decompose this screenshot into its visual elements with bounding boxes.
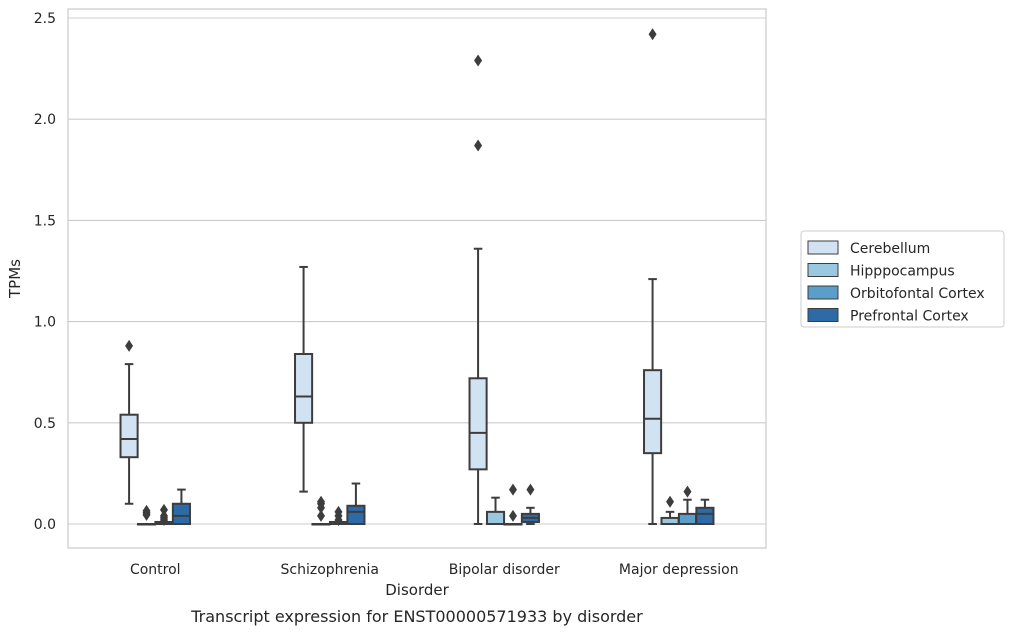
box-orbitofontal-cortex — [154, 503, 174, 526]
legend-entry-label: Prefrontal Cortex — [850, 309, 969, 325]
y-tick-label: 1.0 — [34, 315, 56, 331]
legend-swatch — [807, 240, 839, 255]
outlier-point — [159, 509, 168, 522]
box-orbitofontal-cortex — [503, 483, 523, 526]
box-hipppocampus — [660, 495, 680, 525]
outlier-point — [317, 495, 326, 508]
box-iqr — [695, 506, 715, 526]
box-prefrontal-cortex — [171, 488, 191, 526]
outlier-point — [666, 495, 675, 508]
box-iqr — [677, 512, 698, 526]
box-hipppocampus — [136, 504, 157, 526]
y-tick-label: 2.5 — [34, 11, 56, 27]
legend-entry-label: Orbitofontal Cortex — [850, 286, 985, 302]
box-orbitofontal-cortex — [677, 485, 698, 526]
box-prefrontal-cortex — [695, 498, 715, 526]
y-tick-label: 2.0 — [34, 112, 56, 128]
box-iqr — [346, 504, 366, 525]
outlier-point — [159, 503, 168, 516]
box-prefrontal-cortex — [346, 482, 366, 525]
y-axis-ticks: 0.0 0.5 1.0 1.5 2.0 2.5 — [34, 11, 56, 533]
box-iqr — [171, 502, 191, 526]
legend-entry-label: Hipppocampus — [850, 264, 955, 280]
legend-swatch — [807, 308, 839, 322]
box-iqr — [485, 510, 506, 525]
x-axis-label: Disorder — [385, 581, 449, 599]
outlier-point — [474, 139, 483, 152]
box-cerebellum — [119, 339, 139, 505]
chart-caption: Transcript expression for ENST0000057193… — [190, 607, 643, 626]
box-iqr — [119, 413, 139, 459]
y-tick-label: 0.5 — [34, 416, 56, 432]
outlier-point — [317, 509, 326, 522]
outlier-point — [125, 339, 134, 352]
box-series — [119, 28, 715, 526]
outlier-point — [142, 504, 151, 517]
y-tick-label: 1.5 — [34, 213, 56, 229]
legend-swatch — [807, 285, 839, 300]
box-hipppocampus — [311, 495, 331, 526]
outlier-point — [508, 509, 517, 522]
box-iqr — [294, 352, 314, 424]
box-iqr — [468, 377, 488, 471]
box-cerebellum — [643, 28, 663, 525]
box-iqr — [643, 369, 663, 455]
legend-frame — [800, 230, 1005, 328]
outlier-point — [334, 505, 343, 518]
y-axis-label: TPMs — [6, 259, 24, 299]
outlier-point — [508, 483, 517, 496]
outlier-point — [526, 483, 535, 496]
box-prefrontal-cortex — [520, 483, 540, 525]
legend: Cerebellum Hipppocampus Orbitofontal Corte… — [800, 230, 1005, 328]
x-axis-ticks: Control Schizophrenia Bipolar disorder Majo… — [130, 562, 739, 578]
outlier-point — [683, 485, 692, 498]
x-tick-label: Schizophrenia — [281, 562, 379, 578]
box-cerebellum — [468, 54, 488, 525]
plot-frame — [67, 8, 767, 549]
x-tick-label: Bipolar disorder — [449, 562, 560, 578]
x-tick-label: Major depression — [619, 562, 739, 578]
y-tick-label: 0.0 — [34, 517, 56, 533]
legend-swatch — [807, 263, 839, 277]
legend-entry-label: Cerebellum — [850, 241, 930, 257]
outlier-point — [474, 54, 483, 67]
outlier-point — [648, 28, 657, 41]
box-orbitofontal-cortex — [328, 505, 349, 526]
box-hipppocampus — [485, 496, 506, 525]
box-cerebellum — [294, 265, 314, 493]
x-tick-label: Control — [130, 562, 181, 578]
